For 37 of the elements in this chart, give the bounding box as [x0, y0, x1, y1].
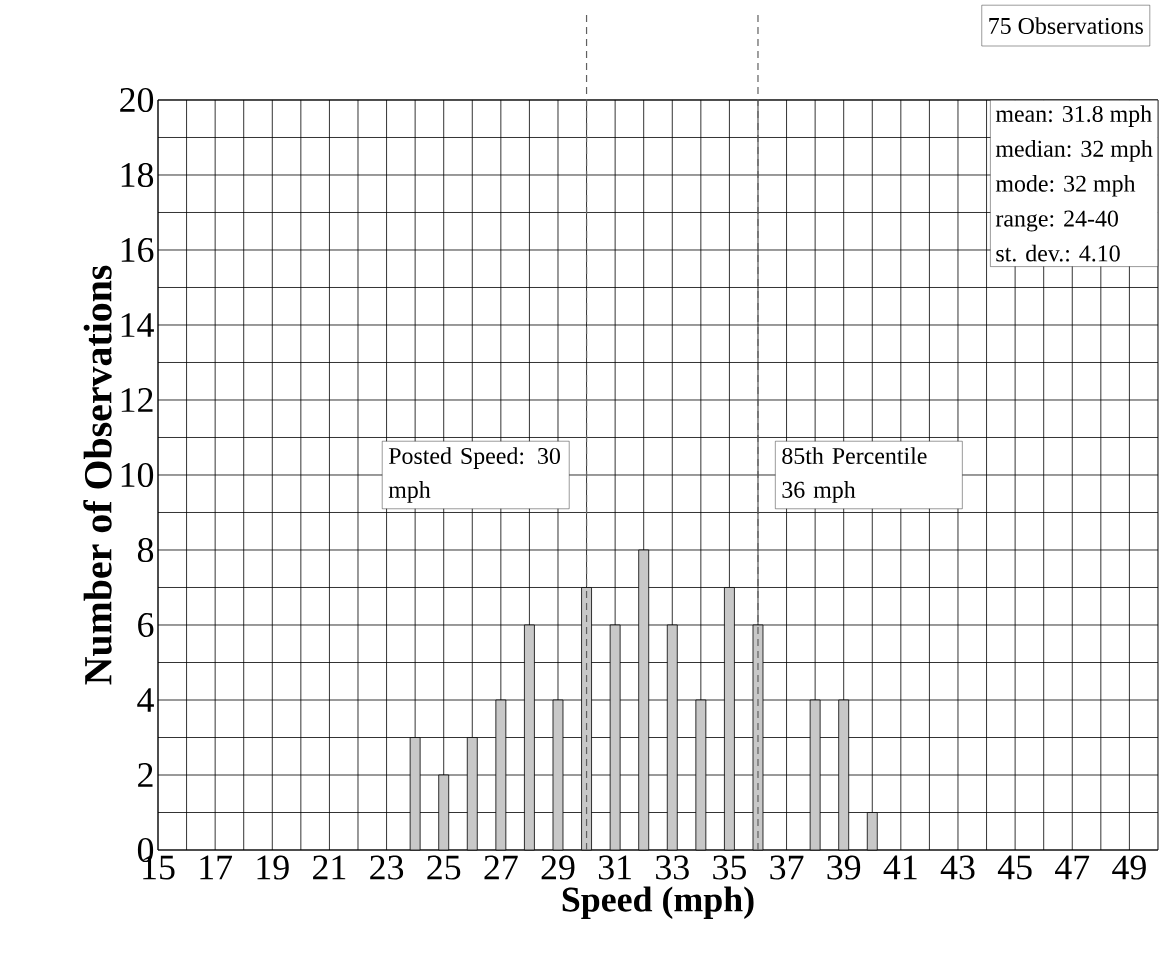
x-tick-label: 29 — [541, 855, 575, 880]
annotation: mode: 32 mph — [995, 174, 1136, 197]
y-tick-label: 8 — [137, 537, 154, 563]
x-tick-label: 49 — [1112, 855, 1146, 880]
x-tick-label: 43 — [940, 855, 975, 880]
annotation: st. dev.: 4.10 — [996, 244, 1120, 262]
x-tick-label: 21 — [313, 855, 346, 880]
x-tick-label: 23 — [370, 855, 404, 880]
y-tick-label: 10 — [121, 462, 154, 488]
text: 75 Observations — [989, 17, 1143, 35]
y-tick-label: 20 — [120, 87, 154, 113]
annotation: median: 32 mph — [995, 140, 1153, 162]
x-tick-label: 17 — [200, 855, 233, 880]
y-tick-label: 2 — [138, 763, 153, 787]
x-tick-label: 37 — [770, 855, 804, 880]
y-tick-label: 4 — [137, 688, 154, 712]
x-tick-label: 39 — [827, 855, 861, 880]
annotation: range: 24-40 — [995, 210, 1118, 232]
x-axis-title: Speed (mph) — [562, 886, 754, 919]
x-tick-label: 47 — [1055, 855, 1090, 880]
x-tick-label: 19 — [257, 855, 289, 880]
x-tick-label: 35 — [713, 855, 746, 880]
y-tick-label: 14 — [121, 313, 154, 337]
x-tick-label: 33 — [656, 855, 689, 880]
y-tick-label: 18 — [121, 162, 154, 188]
y-tick-label: 16 — [121, 237, 154, 263]
x-tick-label: 41 — [883, 855, 917, 880]
ref-line-label: 85th Percentile 36 mph — [782, 447, 927, 503]
x-tick-label: 27 — [484, 855, 518, 880]
y-axis-title: Number of Observations — [83, 265, 112, 685]
annotation: mean: 31.8 mph — [995, 105, 1152, 127]
x-tick-label: 45 — [997, 855, 1032, 880]
x-tick-label: 25 — [427, 855, 461, 880]
ref-line-label: Posted Speed: 30 mph — [388, 447, 560, 503]
y-tick-label: 12 — [121, 388, 153, 412]
y-tick-label: 6 — [138, 612, 154, 638]
x-tick-label: 31 — [598, 855, 631, 880]
